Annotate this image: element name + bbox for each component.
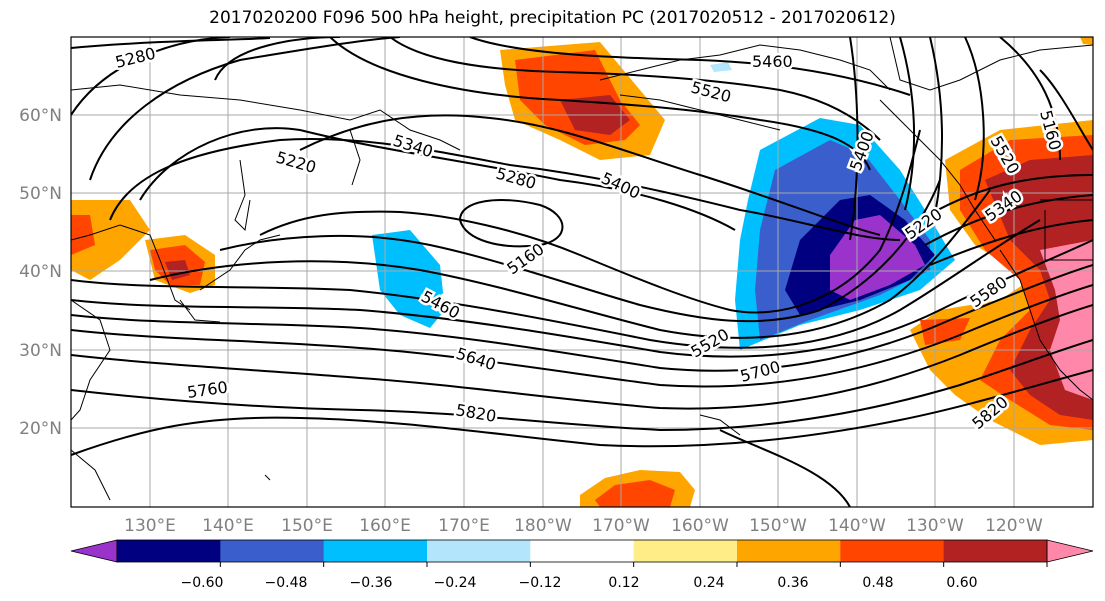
map-frame	[70, 36, 1094, 508]
colorbar-tick-label: 0.24	[693, 575, 724, 591]
colorbar-extend-low	[70, 539, 118, 563]
colorbar-swatch	[943, 540, 1048, 562]
longitude-labels: 130°E 140°E 150°E 160°E 170°E 180°W 170°…	[124, 516, 1043, 536]
colorbar-border	[116, 539, 1048, 563]
colorbar	[70, 539, 1094, 567]
lon-label: 180°W	[514, 516, 572, 536]
lon-label: 150°E	[281, 516, 333, 536]
lat-label: 50°N	[19, 184, 62, 204]
latitude-labels: 60°N 50°N 40°N 30°N 20°N	[19, 106, 62, 439]
lon-label: 130°E	[124, 516, 176, 536]
coastlines	[71, 37, 1093, 501]
colorbar-swatch	[840, 540, 945, 562]
colorbar-swatch	[737, 540, 841, 562]
graticule	[71, 37, 1093, 507]
colorbar-swatch	[530, 540, 635, 562]
map-title: 2017020200 F096 500 hPa height, precipit…	[209, 8, 896, 28]
colorbar-tick-label: 0.36	[777, 575, 808, 591]
colorbar-tick-label: −0.48	[265, 575, 308, 591]
lon-label: 160°E	[359, 516, 411, 536]
colorbar-tick-label: −0.60	[181, 575, 224, 591]
lat-label: 30°N	[19, 341, 62, 361]
lon-label: 150°W	[749, 516, 807, 536]
colorbar-swatch	[323, 540, 428, 562]
lon-label: 170°E	[438, 516, 490, 536]
lon-label: 140°W	[828, 516, 886, 536]
lon-label: 120°W	[985, 516, 1043, 536]
colorbar-tick-label: 0.60	[946, 575, 977, 591]
colorbar-swatch	[220, 540, 325, 562]
colorbar-tick-labels: −0.60 −0.48 −0.36 −0.24 −0.12 0.12 0.24 …	[181, 575, 978, 591]
lat-label: 60°N	[19, 106, 62, 126]
colorbar-tick-label: 0.48	[862, 575, 893, 591]
lon-label: 160°W	[671, 516, 729, 536]
colorbar-extend-high	[1046, 539, 1094, 563]
colorbar-tick-label: −0.36	[350, 575, 393, 591]
lon-label: 130°W	[906, 516, 964, 536]
colorbar-tick-label: 0.12	[608, 575, 639, 591]
lat-label: 40°N	[19, 262, 62, 282]
height-contours	[71, 37, 1093, 507]
lon-label: 140°E	[202, 516, 254, 536]
colorbar-tick-label: −0.24	[434, 575, 477, 591]
colorbar-swatch	[633, 540, 738, 562]
colorbar-tick-label: −0.12	[519, 575, 562, 591]
lon-label: 170°W	[592, 516, 650, 536]
lat-label: 20°N	[19, 419, 62, 439]
colorbar-swatch	[427, 540, 531, 562]
contour-label: 5460	[752, 52, 793, 71]
colorbar-swatch	[117, 540, 221, 562]
